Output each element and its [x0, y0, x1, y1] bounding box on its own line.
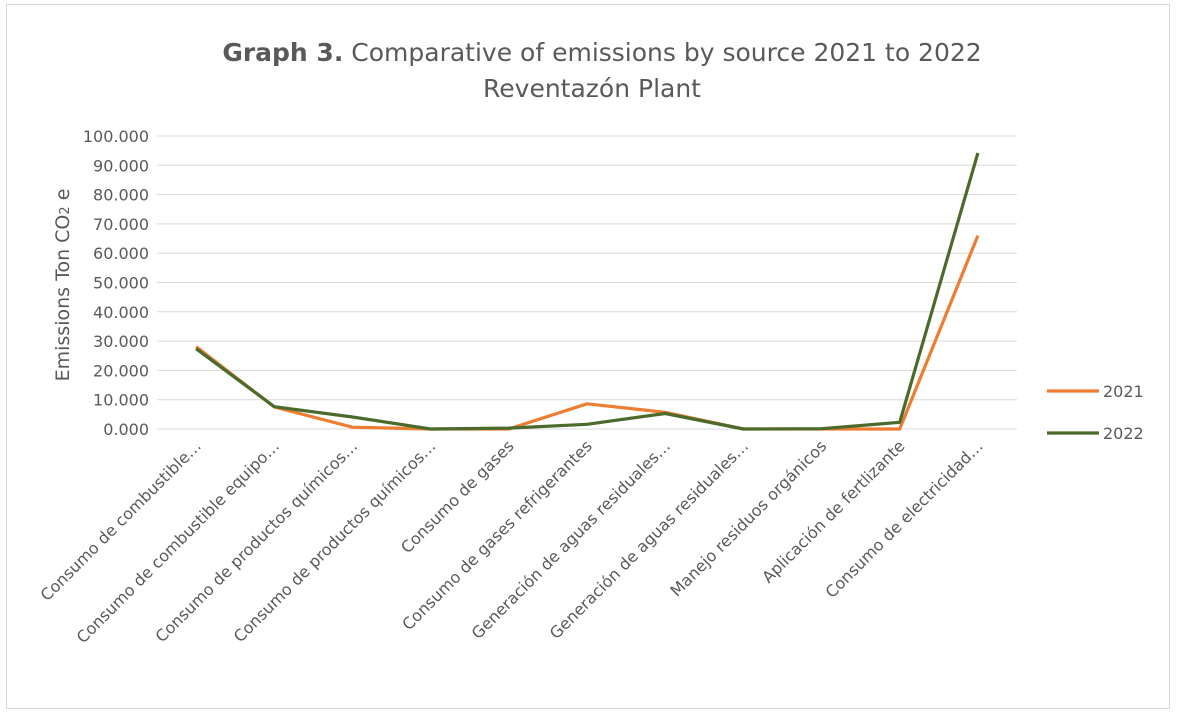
y-tick-label: 40.000 [93, 303, 149, 322]
chart-title-line2: Reventazón Plant [483, 74, 701, 103]
y-tick-label: 80.000 [93, 186, 149, 205]
y-tick-label: 20.000 [93, 361, 149, 380]
series-lines [195, 152, 980, 431]
y-axis-label: Emissions Ton CO2 e [52, 189, 74, 382]
x-tick-labels: Consumo de combustible…Consumo de combus… [37, 436, 987, 647]
y-tick-label: 0.000 [103, 420, 149, 439]
y-tick-label: 100.000 [83, 127, 149, 146]
y-tick-label: 70.000 [93, 215, 149, 234]
chart-svg: Graph 3. Comparative of emissions by sou… [37, 38, 1144, 647]
y-tick-label: 50.000 [93, 274, 149, 293]
legend-label-2021: 2021 [1103, 382, 1144, 401]
series-line-2022 [195, 152, 980, 431]
y-axis-label-tail: e [52, 189, 74, 207]
y-axis-label-sub: 2 [58, 206, 73, 214]
grid-lines [157, 135, 1017, 430]
x-tick-label: Manejo residuos orgánicos [666, 436, 830, 600]
y-tick-label: 90.000 [93, 156, 149, 175]
legend: 2021 2022 [1047, 382, 1144, 443]
legend-label-2022: 2022 [1103, 424, 1144, 443]
y-tick-labels: 0.000 10.000 20.000 30.000 40.000 50.000 60.00… [83, 127, 149, 439]
chart-title-line1: Graph 3. Comparative of emissions by sou… [222, 38, 981, 67]
x-tick-label: Consumo de combustible… [37, 436, 205, 604]
y-axis-label-main: Emissions Ton CO [52, 215, 74, 382]
chart-title-rest: Comparative of emissions by source 2021 … [343, 38, 981, 67]
x-tick-label: Aplicación de fertlizante [758, 436, 908, 586]
chart-title: Graph 3. Comparative of emissions by sou… [222, 38, 981, 103]
y-tick-label: 60.000 [93, 244, 149, 263]
y-tick-label: 30.000 [93, 332, 149, 351]
chart-frame: Graph 3. Comparative of emissions by sou… [6, 4, 1170, 709]
x-tick-label: Consumo de electricidad… [821, 436, 986, 601]
chart-title-bold: Graph 3. [222, 38, 343, 67]
series-line-2021 [195, 235, 980, 431]
y-tick-label: 10.000 [93, 391, 149, 410]
